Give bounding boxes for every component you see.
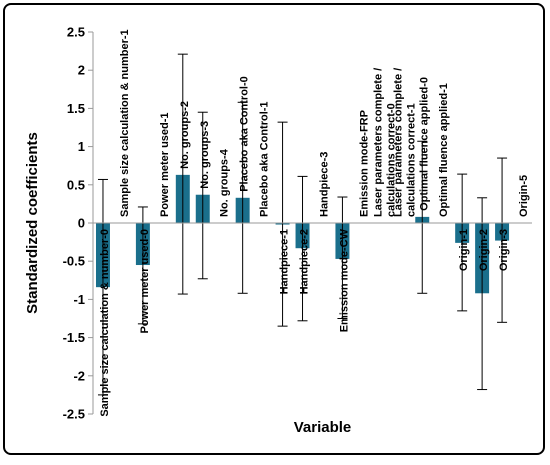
category-label: Emission mode-FRP xyxy=(358,110,370,217)
category-label: Handpiece-2 xyxy=(299,229,311,294)
y-tick-label: -2.5 xyxy=(63,407,85,422)
y-tick-label: 1.5 xyxy=(67,101,85,116)
y-tick-label: -0.5 xyxy=(63,254,85,269)
category-label: Placebo aka Control-1 xyxy=(259,101,271,217)
y-tick-label: -2 xyxy=(73,368,85,383)
category-label: Placebo aka Control-0 xyxy=(239,76,251,192)
y-tick-label: 0.5 xyxy=(67,177,85,192)
category-label: Optimal fluence applied-1 xyxy=(438,83,450,217)
category-label: calculations correct-1 xyxy=(405,103,417,217)
category-label: Power meter used-0 xyxy=(139,229,151,334)
category-label: Laser parameters complete / xyxy=(372,68,384,217)
y-tick-label: 1 xyxy=(78,139,85,154)
chart-frame: -2.5 -2 -1.5 -1 -0.5 0 0.5 1 1.5 2 2.5 Sample size… xyxy=(3,3,545,455)
category-label: Origin-2 xyxy=(478,229,490,271)
category-label: No. groups-4 xyxy=(219,148,231,217)
category-label: Emission mode-CW xyxy=(338,228,350,332)
coefficient-bar-chart: -2.5 -2 -1.5 -1 -0.5 0 0.5 1 1.5 2 2.5 Sample size… xyxy=(24,25,532,436)
category-label: Handpiece-1 xyxy=(279,229,291,294)
category-label: Optimal fluence applied-0 xyxy=(418,77,430,211)
x-axis-title: Variable xyxy=(294,419,352,436)
y-tick-label: -1 xyxy=(73,292,85,307)
category-label: Laser parameters complete / xyxy=(392,68,404,217)
category-label: Origin-1 xyxy=(458,229,470,271)
y-tick-label: 2 xyxy=(78,63,85,78)
category-label: Handpiece-3 xyxy=(318,152,330,217)
category-label: No. groups-2 xyxy=(179,101,191,169)
category-label: Power meter used-1 xyxy=(159,112,171,217)
category-label: Origin-3 xyxy=(498,229,510,271)
category-label: Sample size calculation & number-0 xyxy=(99,229,111,417)
y-tick-label: 0 xyxy=(78,216,85,231)
y-tick-label: 2.5 xyxy=(67,25,85,40)
category-label: Origin-5 xyxy=(518,175,530,217)
y-axis-title: Standardized coefficients xyxy=(24,132,41,314)
category-label: Sample size calculation & number-1 xyxy=(119,29,131,217)
category-label: calculations correct-0 xyxy=(385,103,397,217)
category-label: No. groups-3 xyxy=(199,121,211,189)
y-tick-label: -1.5 xyxy=(63,330,85,345)
